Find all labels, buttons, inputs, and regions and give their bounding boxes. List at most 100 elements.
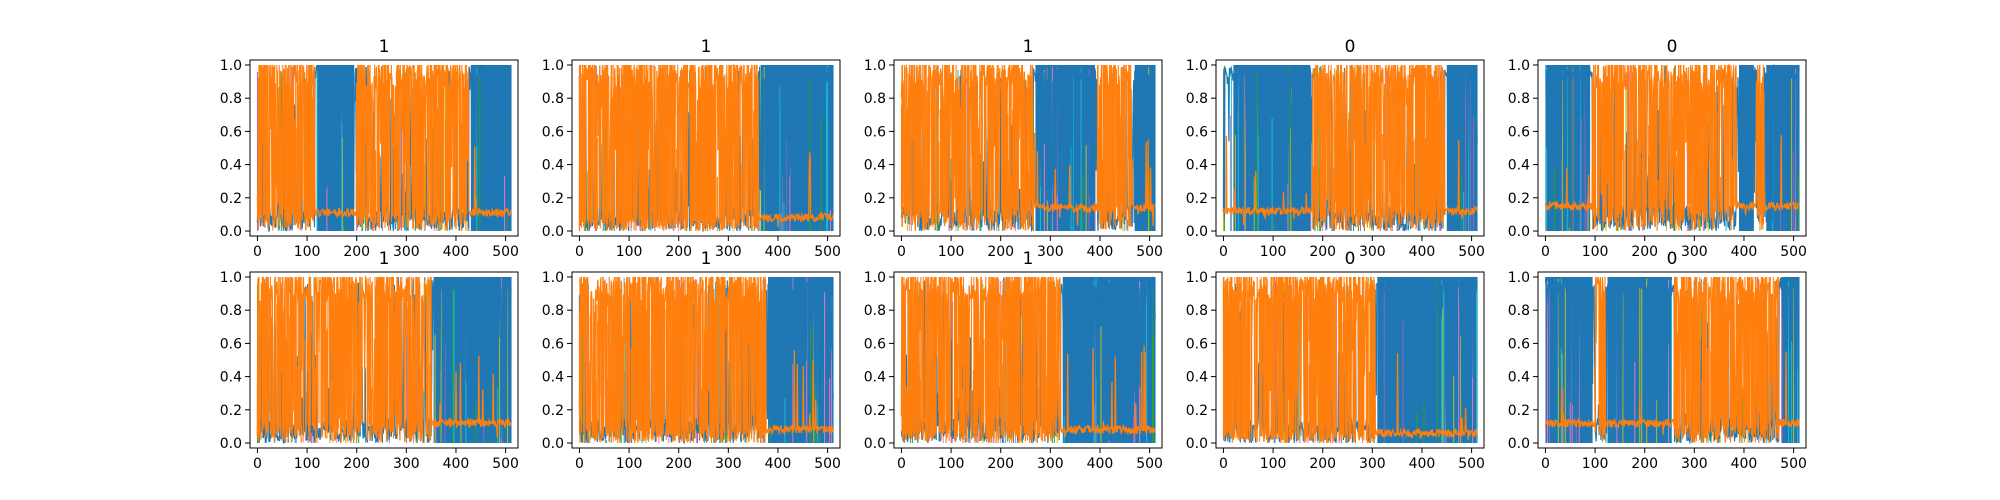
y-tick-label: 0.0: [220, 436, 242, 452]
y-tick-label: 0.6: [1508, 336, 1530, 352]
x-tick-label: 300: [715, 456, 742, 472]
x-tick-label: 500: [814, 244, 841, 260]
x-tick-label: 400: [765, 456, 792, 472]
x-tick-label: 300: [1359, 244, 1386, 260]
y-tick-label: 0.8: [1186, 91, 1208, 107]
x-tick-label: 400: [1409, 456, 1436, 472]
plot-area: [900, 64, 1156, 233]
y-tick-label: 0.0: [1508, 436, 1530, 452]
x-tick-label: 500: [1458, 244, 1485, 260]
x-tick-label: 300: [393, 244, 420, 260]
x-tick-label: 400: [1731, 244, 1758, 260]
subplot-10: 0.0 0.2 0.4 0.6 0.8 1.0 0 100 200 300 400 500 0: [1508, 249, 1807, 472]
subplot-7: 0.0 0.2 0.4 0.6 0.8 1.0 0 100 200 300 400 500 1: [542, 249, 841, 472]
y-tick-label: 0.8: [220, 303, 242, 319]
x-tick-label: 0: [575, 244, 584, 260]
x-tick-label: 500: [492, 244, 519, 260]
plot-area: [578, 276, 834, 445]
axes-frame: [1215, 59, 1485, 237]
y-tick-label: 0.2: [1186, 191, 1208, 207]
y-tick-label: 0.4: [864, 158, 886, 174]
x-tick-label: 100: [1260, 456, 1287, 472]
subplot-title: 0: [1345, 249, 1356, 269]
x-tick-label: 200: [665, 244, 692, 260]
subplot-1: 0.0 0.2 0.4 0.6 0.8 1.0 0 100 200 300 400 500 1: [220, 37, 519, 260]
y-tick-label: 0.4: [1186, 370, 1208, 386]
y-tick-label: 1.0: [1508, 270, 1530, 286]
y-tick-label: 0.4: [1508, 158, 1530, 174]
x-tick-label: 200: [343, 456, 370, 472]
x-tick-label: 100: [938, 244, 965, 260]
x-tick-label: 400: [443, 244, 470, 260]
plot-area: [256, 274, 512, 445]
axes-frame: [1215, 271, 1485, 449]
y-tick-label: 0.2: [220, 191, 242, 207]
x-tick-label: 0: [897, 244, 906, 260]
x-tick-label: 0: [897, 456, 906, 472]
y-tick-label: 0.2: [864, 403, 886, 419]
x-tick-label: 400: [1409, 244, 1436, 260]
subplot-title: 1: [1023, 37, 1034, 57]
subplot-2: 0.0 0.2 0.4 0.6 0.8 1.0 0 100 200 300 400 500 1: [542, 37, 841, 260]
y-tick-label: 0.6: [1186, 124, 1208, 140]
y-tick-label: 1.0: [220, 58, 242, 74]
series-blue-fill-1: [768, 276, 834, 444]
subplot-title: 1: [379, 37, 390, 57]
plot-area: [1222, 276, 1478, 444]
y-tick-label: 0.4: [1186, 158, 1208, 174]
x-tick-label: 500: [814, 456, 841, 472]
y-tick-label: 0.8: [1508, 91, 1530, 107]
y-tick-label: 0.8: [864, 303, 886, 319]
x-tick-label: 100: [1260, 244, 1287, 260]
subplot-title: 1: [701, 249, 712, 269]
x-tick-label: 100: [616, 456, 643, 472]
x-tick-label: 100: [1582, 244, 1609, 260]
x-tick-label: 200: [343, 244, 370, 260]
y-tick-label: 0.2: [220, 403, 242, 419]
plot-area: [1222, 64, 1478, 232]
y-tick-label: 0.6: [542, 124, 564, 140]
x-tick-label: 100: [294, 244, 321, 260]
subplot-title: 0: [1345, 37, 1356, 57]
y-tick-label: 0.8: [864, 91, 886, 107]
y-tick-label: 0.2: [542, 403, 564, 419]
y-tick-label: 0.6: [542, 336, 564, 352]
y-tick-label: 0.8: [1186, 303, 1208, 319]
axes-frame: [1537, 59, 1807, 237]
y-tick-label: 0.8: [542, 91, 564, 107]
x-tick-label: 100: [938, 456, 965, 472]
axes-frame: [571, 59, 841, 237]
y-tick-label: 1.0: [542, 270, 564, 286]
y-tick-label: 0.8: [542, 303, 564, 319]
plot-area: [1544, 63, 1800, 232]
y-tick-label: 0.6: [864, 336, 886, 352]
axes-frame: [249, 271, 519, 449]
y-tick-label: 0.4: [1508, 370, 1530, 386]
y-tick-label: 0.6: [220, 124, 242, 140]
x-tick-label: 0: [1219, 244, 1228, 260]
x-tick-label: 500: [1458, 456, 1485, 472]
subplot-title: 1: [379, 249, 390, 269]
x-tick-label: 0: [1541, 244, 1550, 260]
x-tick-label: 500: [1136, 456, 1163, 472]
plot-area: [900, 276, 1156, 444]
x-tick-label: 300: [715, 244, 742, 260]
plot-area: [578, 63, 834, 232]
subplot-3: 0.0 0.2 0.4 0.6 0.8 1.0 0 100 200 300 400 500 1: [864, 37, 1163, 260]
y-tick-label: 0.4: [542, 158, 564, 174]
y-tick-label: 1.0: [1186, 58, 1208, 74]
axes-frame: [249, 59, 519, 237]
x-tick-label: 200: [1631, 244, 1658, 260]
y-tick-label: 0.8: [220, 91, 242, 107]
subplot-6: 0.0 0.2 0.4 0.6 0.8 1.0 0 100 200 300 400 500 1: [220, 249, 519, 472]
x-tick-label: 500: [1780, 456, 1807, 472]
x-tick-label: 0: [253, 456, 262, 472]
y-tick-label: 0.8: [1508, 303, 1530, 319]
y-tick-label: 0.2: [542, 191, 564, 207]
x-tick-label: 200: [987, 456, 1014, 472]
subplot-title: 1: [701, 37, 712, 57]
plot-area: [256, 64, 512, 233]
x-tick-label: 100: [294, 456, 321, 472]
axes-frame: [893, 271, 1163, 449]
y-tick-label: 1.0: [1508, 58, 1530, 74]
